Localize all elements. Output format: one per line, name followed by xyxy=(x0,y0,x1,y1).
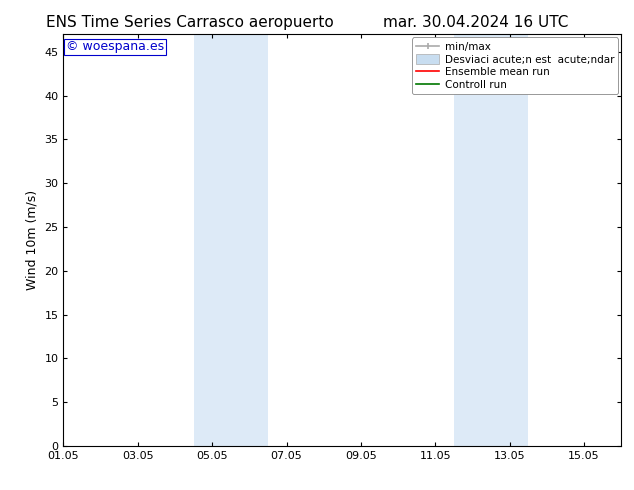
Y-axis label: Wind 10m (m/s): Wind 10m (m/s) xyxy=(26,190,39,290)
Legend: min/max, Desviaci acute;n est  acute;ndar, Ensemble mean run, Controll run: min/max, Desviaci acute;n est acute;ndar… xyxy=(412,37,618,95)
Text: ENS Time Series Carrasco aeropuerto: ENS Time Series Carrasco aeropuerto xyxy=(46,15,334,30)
Bar xyxy=(454,34,528,446)
Bar xyxy=(193,34,268,446)
Text: mar. 30.04.2024 16 UTC: mar. 30.04.2024 16 UTC xyxy=(383,15,568,30)
Text: © woespana.es: © woespana.es xyxy=(66,41,164,53)
